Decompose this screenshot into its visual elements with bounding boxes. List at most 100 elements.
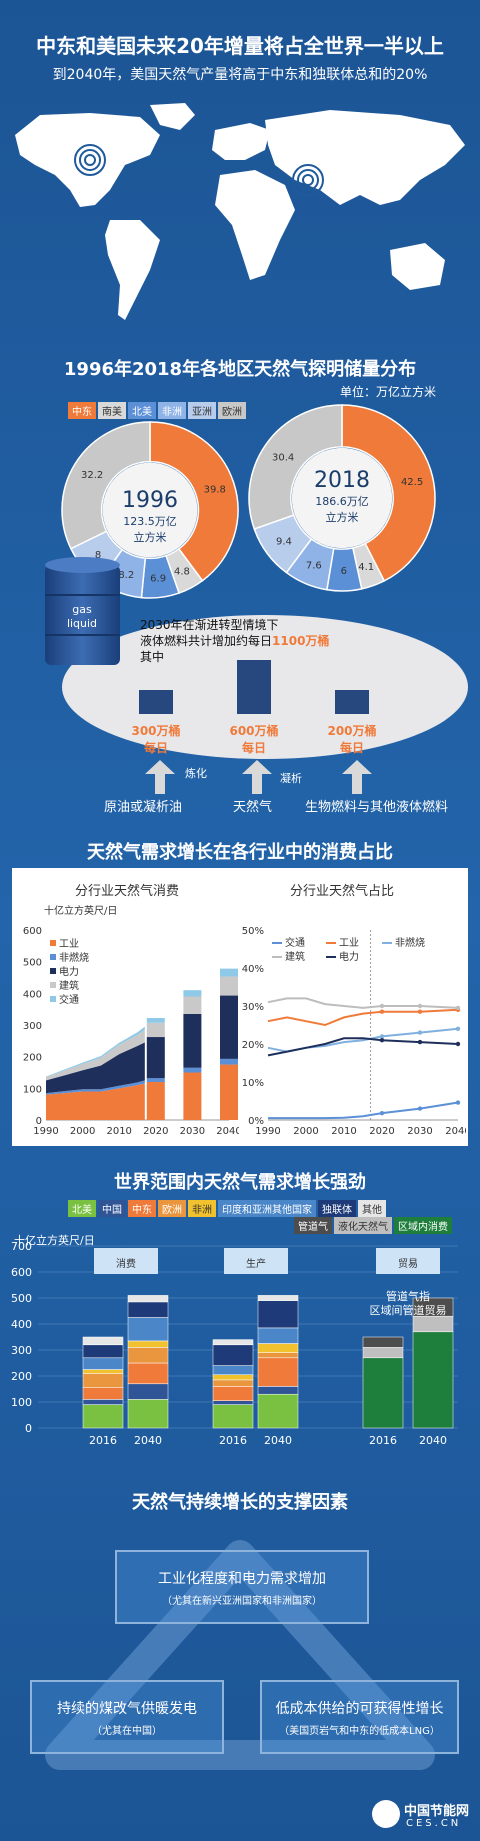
world-bar-segment-中东 [82, 1387, 124, 1400]
liquid-label-oil: 原油或凝析油 [104, 800, 183, 815]
area-series-电力 [46, 1042, 145, 1094]
world-section-label: 生产 [246, 1257, 266, 1270]
world-bar-segment-其他 [82, 1336, 124, 1346]
liquid-bar-bio [335, 690, 369, 714]
line-point [379, 1009, 385, 1014]
liquid-label-bio: 生物燃料与其他液体燃料 [305, 800, 449, 815]
liquid-description: 2030年在渐进转型情境下 液体燃料共计增加约每日1100万桶 其中 [140, 617, 329, 665]
line-legend-label: 工业 [339, 937, 359, 949]
legend-item: 液化天然气 [334, 1217, 392, 1234]
donut-chart-1996: 39.8 4.8 6.9 8.2 8 32.2 [61, 421, 239, 599]
donut-value-label: 8.2 [118, 570, 134, 581]
area-xtick: 2010 [106, 1126, 131, 1137]
area-series-非燃烧 [46, 1080, 145, 1095]
world-bar-segment-非洲 [82, 1369, 124, 1374]
world-bar-segment-中东 [127, 1362, 169, 1385]
line-ytick: 30% [242, 1002, 264, 1013]
barrel-icon: gas liquid [45, 557, 120, 665]
world-bar-segment-中东 [257, 1357, 299, 1387]
line-xtick: 2000 [293, 1126, 318, 1137]
world-bar-segment-非洲 [212, 1374, 254, 1381]
world-xtick: 2016 [89, 1434, 117, 1447]
liquid-desc-line2: 液体燃料共计增加约每日 [140, 634, 273, 648]
donut-total-unit-2018: 立方米 [325, 511, 359, 524]
line-point [379, 1003, 385, 1009]
liquid-value-gas: 600万桶 每日 [229, 724, 279, 755]
world-bar-segment-中东 [212, 1386, 254, 1401]
donut-value-label: 30.4 [272, 452, 294, 463]
world-bar-segment-管道气 [412, 1297, 454, 1317]
sector-line-chart: 0% 10% 20% 30% 40% 50% 1990 2000 2010 2020 2030 204… [242, 926, 466, 1137]
area-bar-segment [220, 968, 238, 977]
legend-item: 北美 [68, 1200, 96, 1217]
area-legend-swatch [50, 968, 56, 974]
world-section-tag [224, 1248, 288, 1274]
donut-total-unit-1996: 立方米 [133, 531, 167, 544]
line-legend-label: 交通 [285, 936, 305, 949]
world-bar-segment-区域内消费 [362, 1357, 404, 1429]
donut-value-label: 32.2 [81, 470, 103, 481]
donut-hole [102, 462, 198, 558]
driver-left-main: 持续的煤改气供暖发电 [57, 1701, 197, 1717]
area-xtick: 2030 [180, 1126, 205, 1137]
line-point [455, 1100, 461, 1105]
donut-value-label: 8 [95, 550, 101, 561]
line-point [417, 1106, 423, 1111]
line-ytick: 0% [248, 1116, 264, 1127]
line-point [417, 1003, 423, 1009]
map-australia [390, 243, 445, 290]
arrow-up-icon [145, 760, 175, 794]
world-ytick: 400 [11, 1318, 32, 1331]
world-bar-segment-区域内消费 [412, 1331, 454, 1429]
line-xtick: 2010 [331, 1126, 356, 1137]
area-xtick: 2020 [143, 1126, 168, 1137]
world-bar-segment-中国 [127, 1383, 169, 1400]
liquid-arrows [145, 760, 372, 794]
line-point [417, 1009, 423, 1014]
target-icon-middle-east [292, 164, 324, 196]
area-ytick: 0 [36, 1116, 42, 1127]
liquid-label-gas: 天然气 [233, 800, 273, 815]
driver-left-sub: （尤其在中国） [92, 1726, 162, 1737]
world-section-label: 贸易 [398, 1258, 418, 1270]
world-bar-segment-欧洲 [82, 1373, 124, 1388]
footer-logo: 中国节能网 [404, 1804, 470, 1819]
donut-slice-欧洲 [61, 421, 151, 550]
donut-year-1996: 1996 [122, 488, 178, 513]
trade-note-line1: 管道气指 [386, 1289, 430, 1303]
reserves-legend: 中东 南美 北美 非洲 亚洲 欧洲 [68, 402, 246, 419]
area-legend-label: 电力 [59, 965, 79, 978]
area-xtick: 1990 [33, 1126, 58, 1137]
driver-right-main: 低成本供给的可获得性增长 [275, 1701, 444, 1717]
area-bar-segment [220, 1058, 238, 1065]
area-xtick: 2040 [216, 1126, 239, 1137]
area-ytick: 600 [23, 926, 42, 937]
arrow-label-refining: 炼化 [185, 767, 207, 780]
legend-item: 非洲 [158, 402, 186, 419]
world-section-label: 消费 [116, 1257, 136, 1270]
map-greenland [150, 103, 195, 130]
legend-item: 中东 [128, 1200, 156, 1217]
world-bar-segment-独联体 [82, 1344, 124, 1359]
driver-right-sub: （美国页岩气和中东的低成本LNG） [279, 1726, 440, 1737]
world-bar-chart: 0 100 200 300 400 500 600 700 2016 2040 2016 2040 20… [11, 1240, 458, 1447]
driver-box-industrialization: 工业化程度和电力需求增加 （尤其在新兴亚洲国家和非洲国家） [115, 1550, 369, 1624]
world-unit: 十亿立方英尺/日 [14, 1234, 95, 1247]
trade-note-line2: 区域间管道贸易 [370, 1303, 447, 1317]
header-title: 中东和美国未来20年增量将占全世界一半以上 [36, 34, 444, 58]
area-ylabel: 十亿立方英尺/日 [44, 904, 117, 917]
sector-title: 天然气需求增长在各行业中的消费占比 [87, 842, 393, 863]
world-xtick: 2040 [134, 1434, 162, 1447]
world-bar-segment-独联体 [212, 1344, 254, 1366]
world-legend-regions: 北美 中国 中东 欧洲 非洲 印度和亚洲其他国家 独联体 其他 [68, 1200, 386, 1217]
legend-item: 其他 [358, 1200, 386, 1217]
line-series-非燃烧 [267, 1027, 459, 1053]
area-legend-label: 工业 [59, 938, 79, 950]
world-map [15, 103, 465, 320]
area-series-建筑 [46, 1029, 145, 1081]
drivers-title: 天然气持续增长的支撑因素 [132, 1492, 348, 1513]
area-bar-segment [146, 1078, 165, 1082]
line-series-建筑 [267, 997, 459, 1009]
area-bar-segment [220, 995, 238, 1059]
world-xtick: 2016 [219, 1434, 247, 1447]
